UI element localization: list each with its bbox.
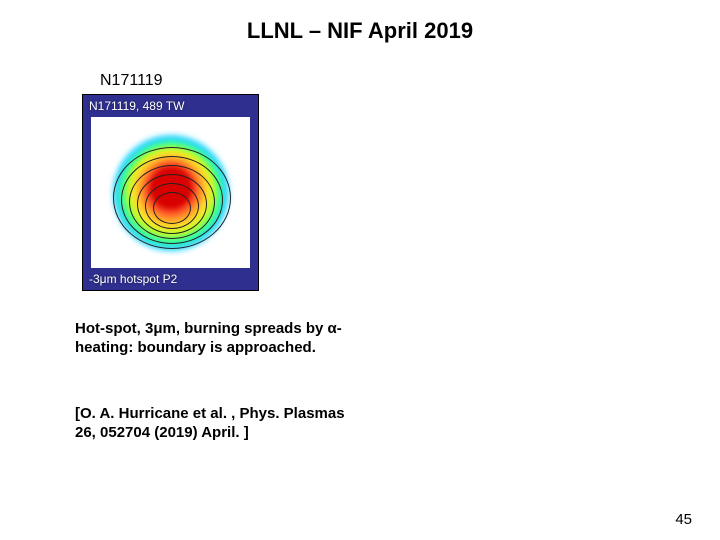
page-title: LLNL – NIF April 2019: [0, 18, 720, 44]
figure-caption: Hot-spot, 3μm, burning spreads by α-heat…: [75, 320, 345, 358]
plot-top-text: N171119, 489 TW: [89, 99, 184, 113]
citation-text: [O. A. Hurricane et al. , Phys. Plasmas …: [75, 405, 345, 443]
shot-label: N171119: [100, 72, 163, 90]
contour-ring: [153, 192, 191, 224]
plot-canvas: [91, 117, 250, 268]
hotspot-plot: N171119, 489 TW -3μm hotspot P2: [82, 94, 259, 291]
page-number: 45: [675, 511, 692, 528]
plot-bottom-text: -3μm hotspot P2: [89, 272, 177, 286]
